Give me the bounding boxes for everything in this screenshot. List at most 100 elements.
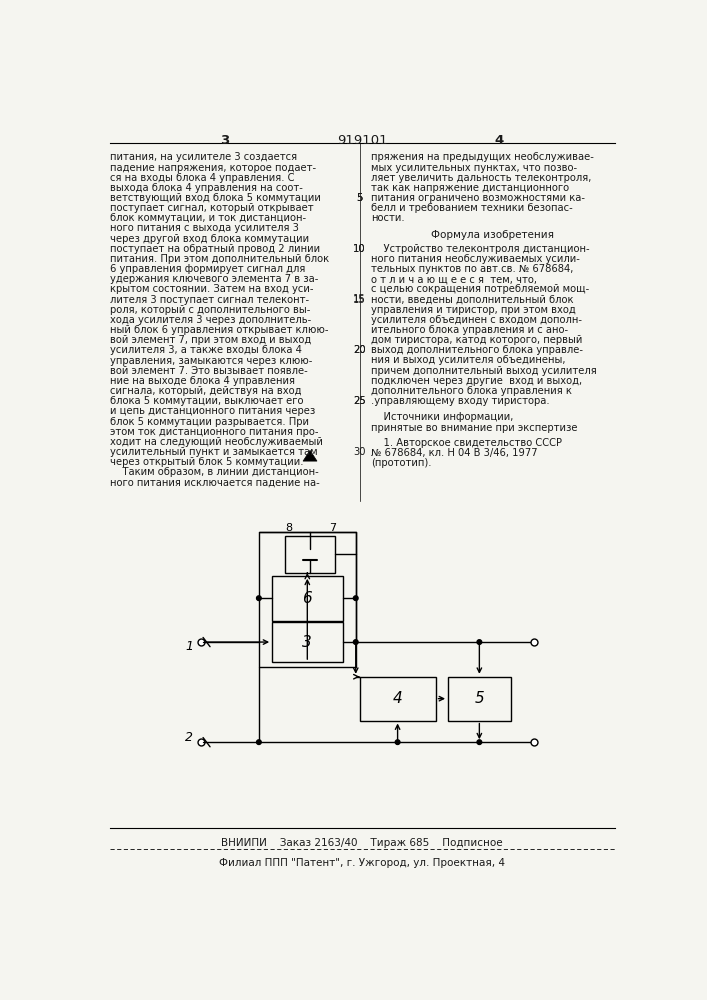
Text: ности.: ности. (371, 213, 405, 223)
Text: ительного блока управления и с ано-: ительного блока управления и с ано- (371, 325, 568, 335)
Circle shape (354, 596, 358, 600)
Text: 6 управления формирует сигнал для: 6 управления формирует сигнал для (110, 264, 305, 274)
Text: 5: 5 (356, 193, 363, 203)
Text: хода усилителя 3 через дополнитель-: хода усилителя 3 через дополнитель- (110, 315, 311, 325)
Text: Устройство телеконтроля дистанцион-: Устройство телеконтроля дистанцион- (371, 244, 590, 254)
Text: усилителя 3, а также входы блока 4: усилителя 3, а также входы блока 4 (110, 345, 302, 355)
Text: ние на выходе блока 4 управления: ние на выходе блока 4 управления (110, 376, 295, 386)
Text: сигнала, который, действуя на вход: сигнала, который, действуя на вход (110, 386, 302, 396)
Circle shape (354, 640, 358, 644)
Text: удержания ключевого элемента 7 в за-: удержания ключевого элемента 7 в за- (110, 274, 318, 284)
Text: поступает сигнал, который открывает: поступает сигнал, который открывает (110, 203, 314, 213)
Text: 5: 5 (356, 193, 363, 203)
Text: ся на входы блока 4 управления. С: ся на входы блока 4 управления. С (110, 173, 295, 183)
Circle shape (257, 740, 261, 744)
Text: ляет увеличить дальность телеконтроля,: ляет увеличить дальность телеконтроля, (371, 173, 592, 183)
Text: 30: 30 (354, 447, 366, 457)
Text: ности, введены дополнительный блок: ности, введены дополнительный блок (371, 294, 574, 304)
Text: питания ограничено возможностями ка-: питания ограничено возможностями ка- (371, 193, 585, 203)
Text: 25: 25 (354, 396, 366, 406)
Text: падение напряжения, которое подает-: падение напряжения, которое подает- (110, 163, 316, 173)
Text: управления и тиристор, при этом вход: управления и тиристор, при этом вход (371, 305, 576, 315)
Text: через другой вход блока коммутации: через другой вход блока коммутации (110, 234, 309, 244)
Text: 25: 25 (354, 396, 366, 406)
Circle shape (257, 596, 261, 600)
Text: 10: 10 (354, 244, 366, 254)
Text: о т л и ч а ю щ е е с я  тем, что,: о т л и ч а ю щ е е с я тем, что, (371, 274, 537, 284)
Text: 5: 5 (474, 691, 484, 706)
Text: ного питания с выхода усилителя 3: ного питания с выхода усилителя 3 (110, 223, 299, 233)
Text: тельных пунктов по авт.св. № 678684,: тельных пунктов по авт.св. № 678684, (371, 264, 573, 274)
Text: 5: 5 (356, 193, 363, 203)
Text: 6: 6 (303, 591, 312, 606)
Text: 15: 15 (354, 294, 366, 304)
Text: 4: 4 (494, 134, 504, 147)
Text: управления, замыкаются через клюю-: управления, замыкаются через клюю- (110, 356, 312, 366)
Text: роля, который с дополнительного вы-: роля, который с дополнительного вы- (110, 305, 310, 315)
Text: ного питания исключается падение на-: ного питания исключается падение на- (110, 478, 320, 488)
Text: ного питания необслуживаемых усили-: ного питания необслуживаемых усили- (371, 254, 580, 264)
Polygon shape (303, 450, 317, 461)
Text: усилительный пункт и замыкается там: усилительный пункт и замыкается там (110, 447, 317, 457)
Text: так как напряжение дистанционного: так как напряжение дистанционного (371, 183, 569, 193)
Text: ВНИИПИ    Заказ 2163/40    Тираж 685    Подписное: ВНИИПИ Заказ 2163/40 Тираж 685 Подписное (221, 838, 503, 848)
Text: мых усилительных пунктах, что позво-: мых усилительных пунктах, что позво- (371, 163, 578, 173)
Text: подключен через другие  вход и выход,: подключен через другие вход и выход, (371, 376, 583, 386)
Text: блок 5 коммутации разрывается. При: блок 5 коммутации разрывается. При (110, 417, 309, 427)
Circle shape (395, 740, 400, 744)
Text: ветствующий вход блока 5 коммутации: ветствующий вход блока 5 коммутации (110, 193, 321, 203)
Text: вой элемент 7. Это вызывает появле-: вой элемент 7. Это вызывает появле- (110, 366, 308, 376)
Circle shape (477, 640, 481, 644)
Text: дом тиристора, катод которого, первый: дом тиристора, катод которого, первый (371, 335, 583, 345)
Text: пряжения на предыдущих необслуживае-: пряжения на предыдущих необслуживае- (371, 152, 594, 162)
Text: .управляющему входу тиристора.: .управляющему входу тиристора. (371, 396, 550, 406)
Text: (прототип).: (прототип). (371, 458, 432, 468)
Text: вой элемент 7, при этом вход и выход: вой элемент 7, при этом вход и выход (110, 335, 311, 345)
Bar (272, 576, 343, 620)
Text: ный блок 6 управления открывает клюю-: ный блок 6 управления открывает клюю- (110, 325, 329, 335)
Text: питания, на усилителе 3 создается: питания, на усилителе 3 создается (110, 152, 297, 162)
Bar (285, 536, 335, 573)
Text: дополнительного блока управления к: дополнительного блока управления к (371, 386, 572, 396)
Text: 1: 1 (185, 640, 193, 653)
Text: Источники информации,: Источники информации, (371, 412, 513, 422)
Text: причем дополнительный выход усилителя: причем дополнительный выход усилителя (371, 366, 597, 376)
Text: выход дополнительного блока управле-: выход дополнительного блока управле- (371, 345, 583, 355)
Bar (360, 677, 436, 721)
Text: 15: 15 (354, 295, 366, 305)
Text: с целью сокращения потребляемой мощ-: с целью сокращения потребляемой мощ- (371, 284, 590, 294)
Text: принятые во внимание при экспертизе: принятые во внимание при экспертизе (371, 423, 578, 433)
Text: ния и выход усилителя объединены,: ния и выход усилителя объединены, (371, 355, 566, 365)
Text: 20: 20 (354, 345, 366, 355)
Text: Таким образом, в линии дистанцион-: Таким образом, в линии дистанцион- (110, 467, 319, 477)
Text: крытом состоянии. Затем на вход уси-: крытом состоянии. Затем на вход уси- (110, 284, 314, 294)
Text: Формула изобретения: Формула изобретения (431, 230, 554, 240)
Text: лителя 3 поступает сигнал телеконт-: лителя 3 поступает сигнал телеконт- (110, 295, 309, 305)
Text: и цепь дистанционного питания через: и цепь дистанционного питания через (110, 406, 315, 416)
Circle shape (477, 740, 481, 744)
Bar (448, 677, 510, 721)
Text: 4: 4 (392, 691, 402, 706)
Text: поступает на обратный провод 2 линии: поступает на обратный провод 2 линии (110, 244, 320, 254)
Text: белл и требованием техники безопас-: белл и требованием техники безопас- (371, 203, 573, 213)
Text: 3: 3 (220, 134, 229, 147)
Text: блока 5 коммутации, выключает его: блока 5 коммутации, выключает его (110, 396, 303, 406)
Text: усилителя объединен с входом дополн-: усилителя объединен с входом дополн- (371, 315, 583, 325)
Text: 2: 2 (185, 731, 193, 744)
Text: ходит на следующий необслуживаемый: ходит на следующий необслуживаемый (110, 437, 323, 447)
Text: питания. При этом дополнительный блок: питания. При этом дополнительный блок (110, 254, 329, 264)
Text: 20: 20 (354, 345, 366, 355)
Text: блок коммутации, и ток дистанцион-: блок коммутации, и ток дистанцион- (110, 213, 306, 223)
Text: через открытый блок 5 коммутации.: через открытый блок 5 коммутации. (110, 457, 303, 467)
Text: 8: 8 (286, 523, 293, 533)
Text: 7: 7 (329, 523, 336, 533)
Bar (272, 622, 343, 662)
Text: 919101: 919101 (337, 134, 387, 147)
Text: № 678684, кл. Н 04 В 3/46, 1977: № 678684, кл. Н 04 В 3/46, 1977 (371, 448, 538, 458)
Bar (259, 532, 356, 667)
Text: выхода блока 4 управления на соот-: выхода блока 4 управления на соот- (110, 183, 303, 193)
Text: 10: 10 (354, 244, 366, 254)
Text: этом ток дистанционного питания про-: этом ток дистанционного питания про- (110, 427, 319, 437)
Text: Филиал ППП "Патент", г. Ужгород, ул. Проектная, 4: Филиал ППП "Патент", г. Ужгород, ул. Про… (219, 858, 505, 868)
Text: 3: 3 (303, 635, 312, 650)
